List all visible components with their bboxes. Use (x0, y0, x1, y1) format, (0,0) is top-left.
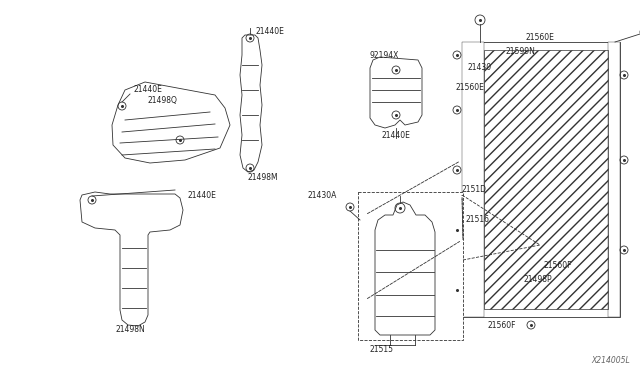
Text: 21498P: 21498P (524, 276, 552, 285)
Bar (462, 42, 484, 317)
Text: X214005L: X214005L (591, 356, 630, 365)
Text: 21560F: 21560F (544, 260, 573, 269)
Text: 92194X: 92194X (370, 51, 399, 60)
Bar (484, 50, 608, 309)
Text: 21498Q: 21498Q (148, 96, 178, 105)
Text: 21498N: 21498N (116, 326, 146, 334)
Bar (358, 192, 463, 340)
Text: 21560F: 21560F (488, 321, 516, 330)
Text: 2151D: 2151D (462, 186, 487, 195)
Text: 21515: 21515 (370, 346, 394, 355)
Bar (462, 42, 620, 317)
Text: 21498M: 21498M (247, 173, 278, 183)
Text: 21516: 21516 (465, 215, 489, 224)
Text: 21560E: 21560E (525, 33, 554, 42)
Text: 21430: 21430 (468, 62, 492, 71)
Text: 21440E: 21440E (382, 131, 411, 140)
Text: 21440E: 21440E (256, 28, 285, 36)
Text: 21430A: 21430A (308, 190, 337, 199)
Text: 21440E: 21440E (188, 190, 217, 199)
Text: 21560E: 21560E (456, 83, 485, 93)
Text: 21440E: 21440E (133, 84, 162, 93)
Bar (608, 42, 620, 317)
Text: 21599N: 21599N (505, 48, 535, 57)
